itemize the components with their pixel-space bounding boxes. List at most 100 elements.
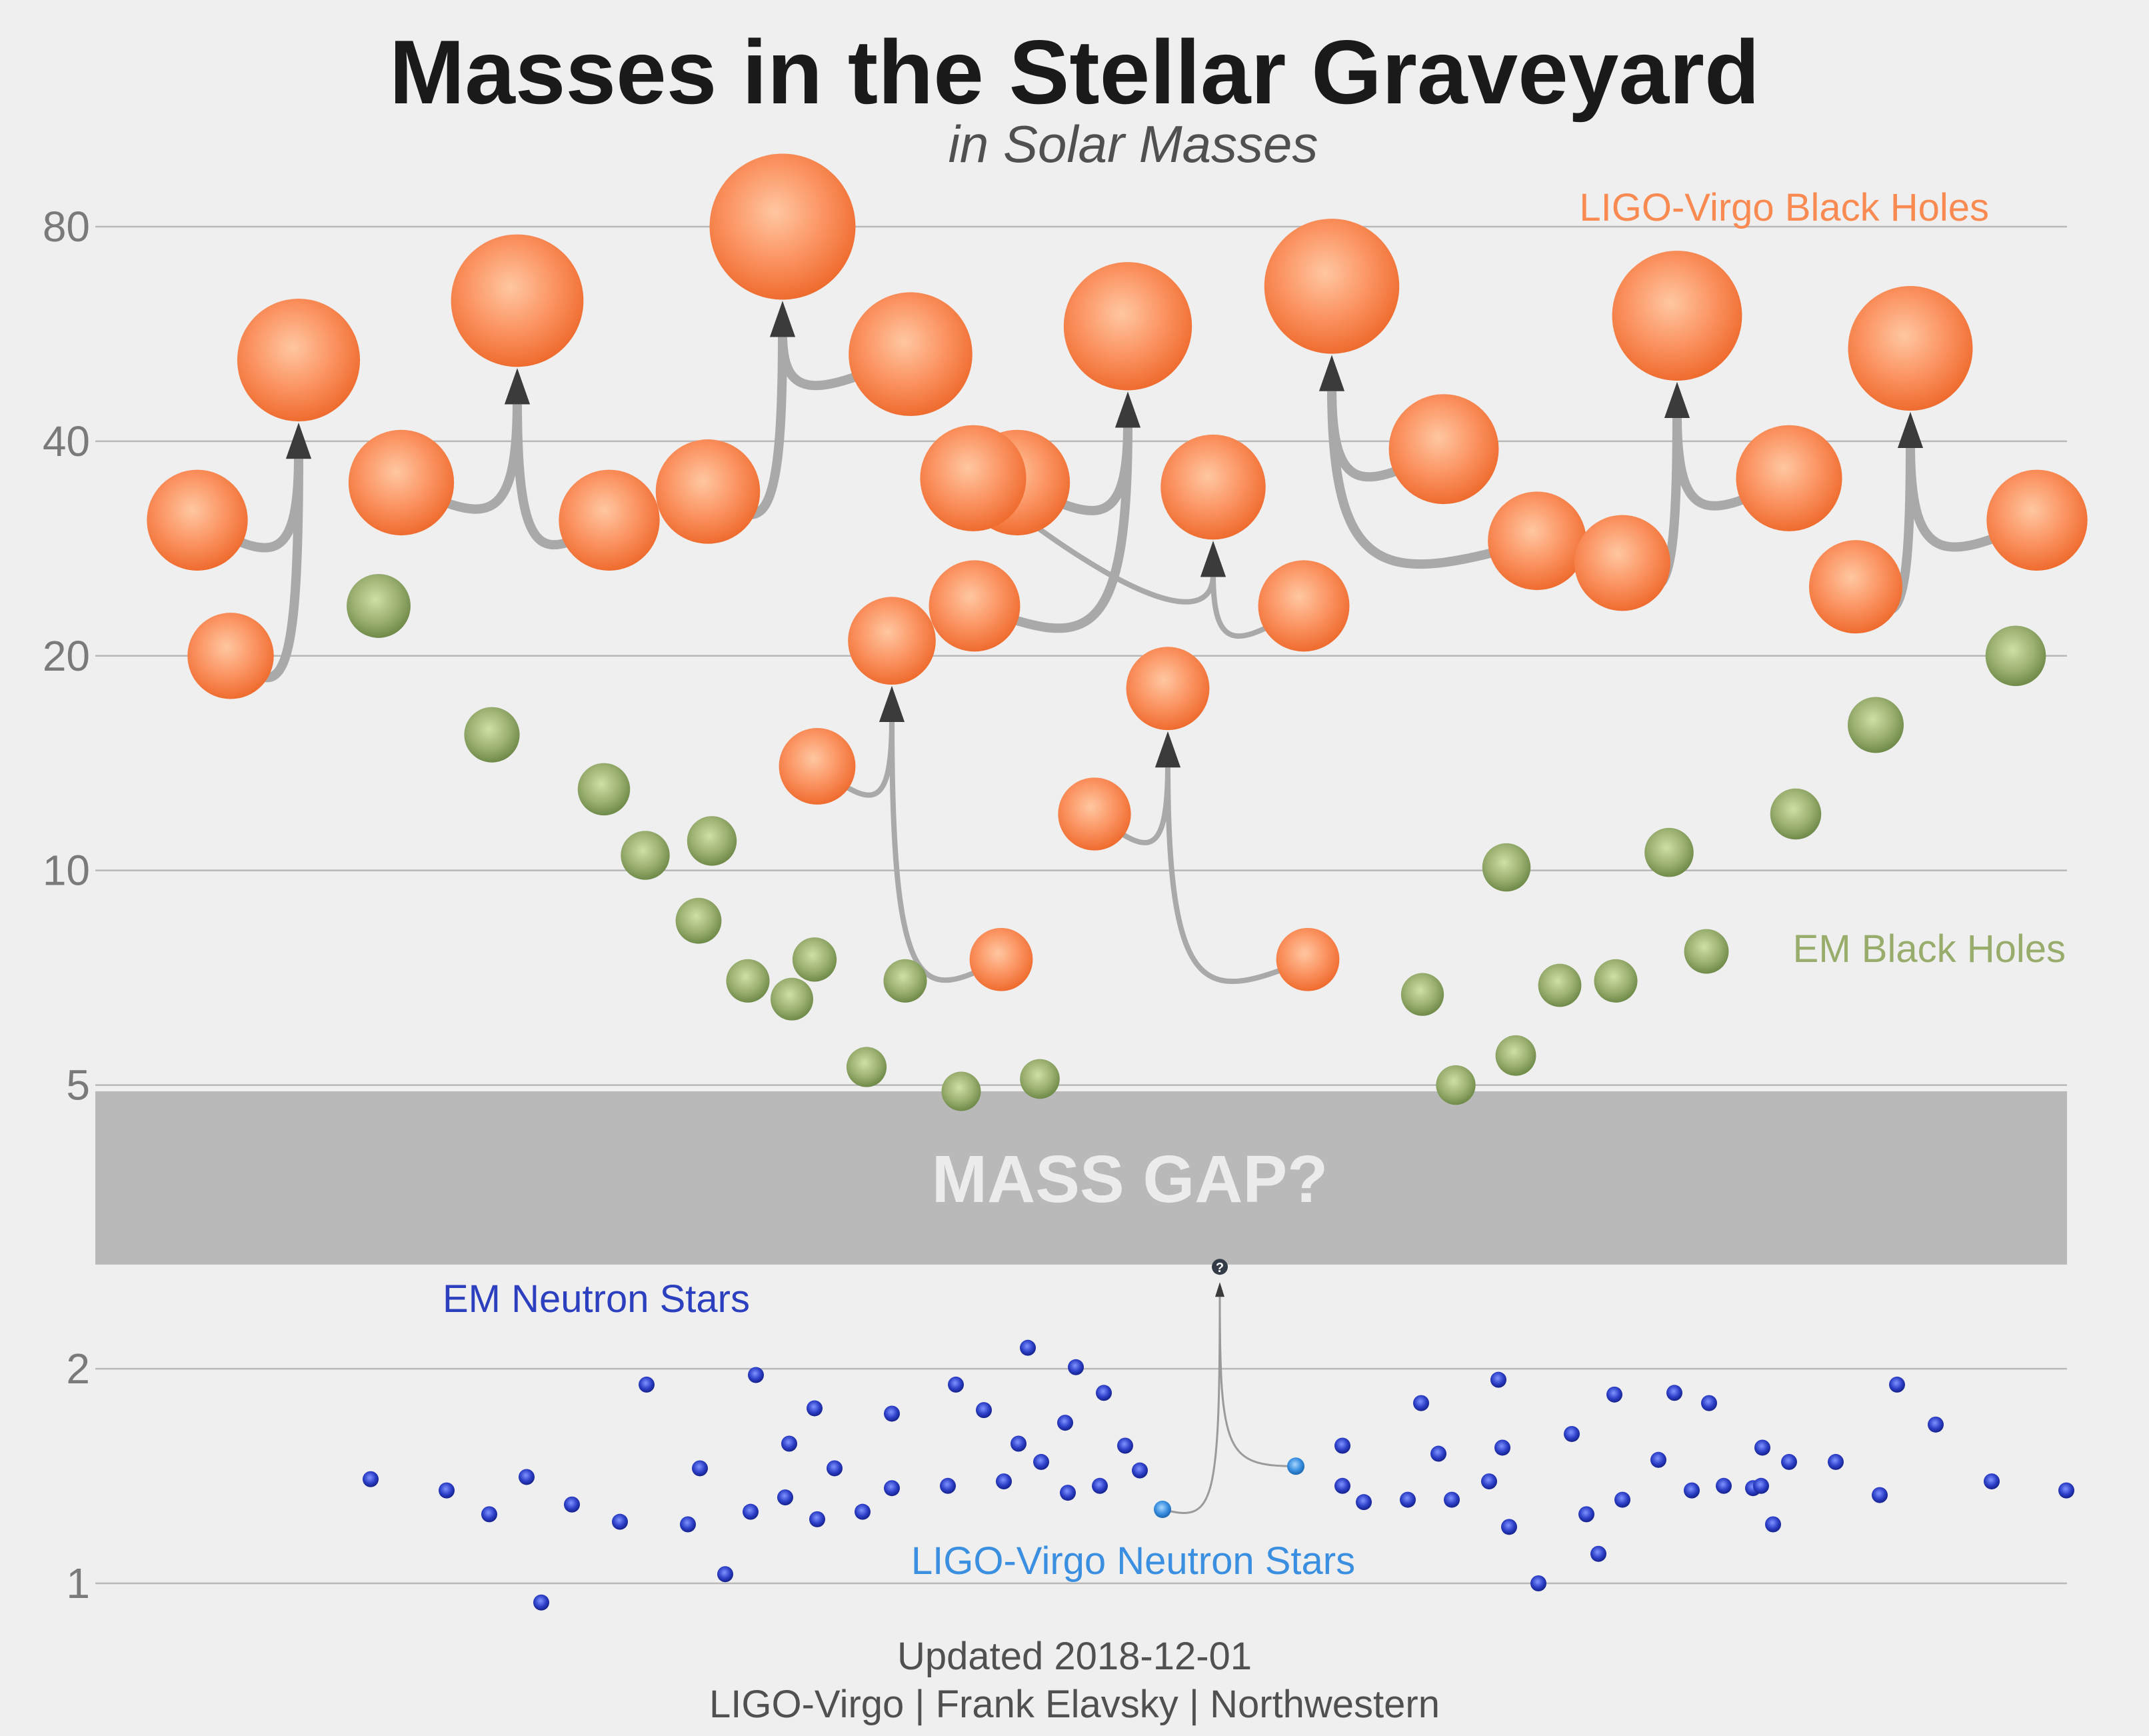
em-bh-point bbox=[347, 573, 411, 638]
ligo-bh-progenitor bbox=[1258, 560, 1350, 652]
em-ns-point bbox=[948, 1376, 964, 1393]
em-ns-point bbox=[1716, 1477, 1732, 1494]
mass-points: ? bbox=[147, 153, 2088, 1611]
merger-arrows bbox=[193, 301, 2042, 1514]
ligo-bh-progenitor bbox=[655, 439, 761, 544]
ligo-bh-remnant bbox=[1612, 251, 1742, 381]
em-ns-point bbox=[1413, 1395, 1429, 1411]
em-ns-point bbox=[1564, 1425, 1580, 1442]
merger-arrowhead bbox=[1664, 382, 1690, 419]
ligo-bh-progenitor bbox=[779, 728, 856, 805]
em-ns-point bbox=[940, 1477, 956, 1494]
em-bh-point bbox=[771, 977, 813, 1021]
mass-gap-label: MASS GAP? bbox=[932, 1142, 1328, 1217]
merger-arrow bbox=[889, 716, 1004, 983]
y-tick-labels: 1 2 5 10 20 40 80 bbox=[43, 203, 90, 1607]
y-tick-label: 1 bbox=[66, 1559, 90, 1607]
ligo-bh-progenitor bbox=[929, 560, 1021, 652]
em-ns-point bbox=[564, 1496, 580, 1513]
ligo-ns-point bbox=[1154, 1501, 1171, 1519]
merger-arrow bbox=[1165, 762, 1310, 985]
y-tick-label: 20 bbox=[43, 632, 90, 680]
em-ns-point bbox=[1530, 1575, 1546, 1591]
em-ns-point bbox=[1132, 1462, 1148, 1479]
em-ns-point bbox=[1872, 1487, 1888, 1503]
em-ns-point bbox=[743, 1503, 759, 1520]
ligo-bh-remnant bbox=[1063, 262, 1192, 391]
em-ns-point bbox=[884, 1405, 900, 1422]
em-bh-point bbox=[941, 1071, 981, 1111]
em-bh-point bbox=[675, 897, 722, 944]
ligo-bh-series-label: LIGO-Virgo Black Holes bbox=[1579, 186, 1989, 229]
ligo-bh-remnant bbox=[451, 234, 584, 367]
em-bh-series-label: EM Black Holes bbox=[1793, 927, 2066, 971]
em-bh-point bbox=[1495, 1035, 1536, 1076]
em-ns-point bbox=[807, 1400, 823, 1417]
ligo-bh-progenitor bbox=[920, 425, 1027, 531]
em-ns-point bbox=[1666, 1385, 1682, 1401]
ligo-bh-progenitor bbox=[1986, 469, 2088, 571]
em-ns-point bbox=[2058, 1482, 2074, 1499]
y-tick-label: 10 bbox=[43, 847, 90, 895]
ligo-ns-series-label: LIGO-Virgo Neutron Stars bbox=[911, 1539, 1355, 1583]
em-bh-point bbox=[883, 959, 927, 1003]
ligo-bh-progenitor bbox=[1488, 491, 1586, 591]
em-ns-point bbox=[1578, 1506, 1594, 1523]
em-bh-point bbox=[1538, 963, 1582, 1007]
ligo-bh-progenitor bbox=[348, 429, 455, 536]
ligo-bh-progenitor bbox=[969, 927, 1033, 991]
chart-title: Masses in the Stellar Graveyard bbox=[389, 21, 1760, 123]
em-ns-point bbox=[1068, 1359, 1084, 1375]
em-ns-point bbox=[1011, 1435, 1027, 1452]
ligo-ns-point bbox=[1287, 1457, 1304, 1475]
em-bh-point bbox=[1482, 843, 1531, 892]
em-ns-point bbox=[1092, 1477, 1108, 1494]
merger-arrowhead bbox=[879, 685, 905, 722]
ns-merger-arrowhead bbox=[1215, 1282, 1224, 1297]
em-bh-point bbox=[1985, 625, 2046, 687]
em-ns-point bbox=[1356, 1494, 1372, 1511]
em-ns-point bbox=[996, 1473, 1012, 1490]
merger-arrowhead bbox=[1115, 391, 1140, 428]
ligo-bh-progenitor bbox=[1058, 777, 1131, 851]
em-ns-point bbox=[1400, 1491, 1416, 1508]
merger-arrowhead bbox=[505, 368, 530, 405]
em-ns-point bbox=[1765, 1516, 1781, 1533]
ns-remnant-unknown bbox=[1212, 1259, 1228, 1275]
em-bh-point bbox=[464, 707, 520, 763]
em-ns-point bbox=[1701, 1395, 1717, 1411]
merger-arrowhead bbox=[1155, 731, 1180, 768]
em-ns-point bbox=[533, 1594, 549, 1611]
question-mark: ? bbox=[1216, 1261, 1224, 1275]
ns-merger-arrow bbox=[1162, 1297, 1221, 1514]
em-ns-point bbox=[855, 1503, 871, 1520]
em-ns-point bbox=[363, 1471, 379, 1487]
ligo-bh-progenitor bbox=[1809, 540, 1902, 634]
em-bh-point bbox=[577, 763, 631, 816]
em-ns-point bbox=[481, 1506, 497, 1523]
em-ns-point bbox=[717, 1566, 733, 1583]
ligo-bh-progenitor bbox=[1388, 394, 1499, 505]
em-ns-point bbox=[1490, 1371, 1506, 1388]
em-ns-point bbox=[612, 1513, 628, 1530]
em-ns-point bbox=[781, 1435, 797, 1452]
ligo-bh-progenitor bbox=[1736, 425, 1842, 531]
em-ns-point bbox=[976, 1402, 992, 1419]
y-tick-label: 5 bbox=[66, 1061, 90, 1109]
ligo-bh-remnant bbox=[237, 298, 361, 422]
ligo-bh-progenitor bbox=[1574, 515, 1670, 611]
mass-gap-band bbox=[95, 1091, 2067, 1265]
em-bh-point bbox=[1594, 959, 1638, 1003]
mass-gap-region: MASS GAP? bbox=[95, 1091, 2067, 1265]
y-tick-label: 2 bbox=[66, 1345, 90, 1393]
em-ns-point bbox=[1501, 1519, 1517, 1535]
em-ns-point bbox=[809, 1511, 825, 1527]
merger-arrowhead bbox=[1898, 412, 1923, 449]
em-ns-point bbox=[1984, 1473, 2000, 1490]
ligo-bh-remnant bbox=[1848, 286, 1973, 411]
em-ns-point bbox=[1494, 1439, 1510, 1456]
em-bh-point bbox=[1848, 697, 1904, 753]
em-ns-point bbox=[1614, 1491, 1630, 1508]
ligo-bh-remnant bbox=[1126, 647, 1210, 731]
em-ns-point bbox=[1033, 1453, 1049, 1470]
